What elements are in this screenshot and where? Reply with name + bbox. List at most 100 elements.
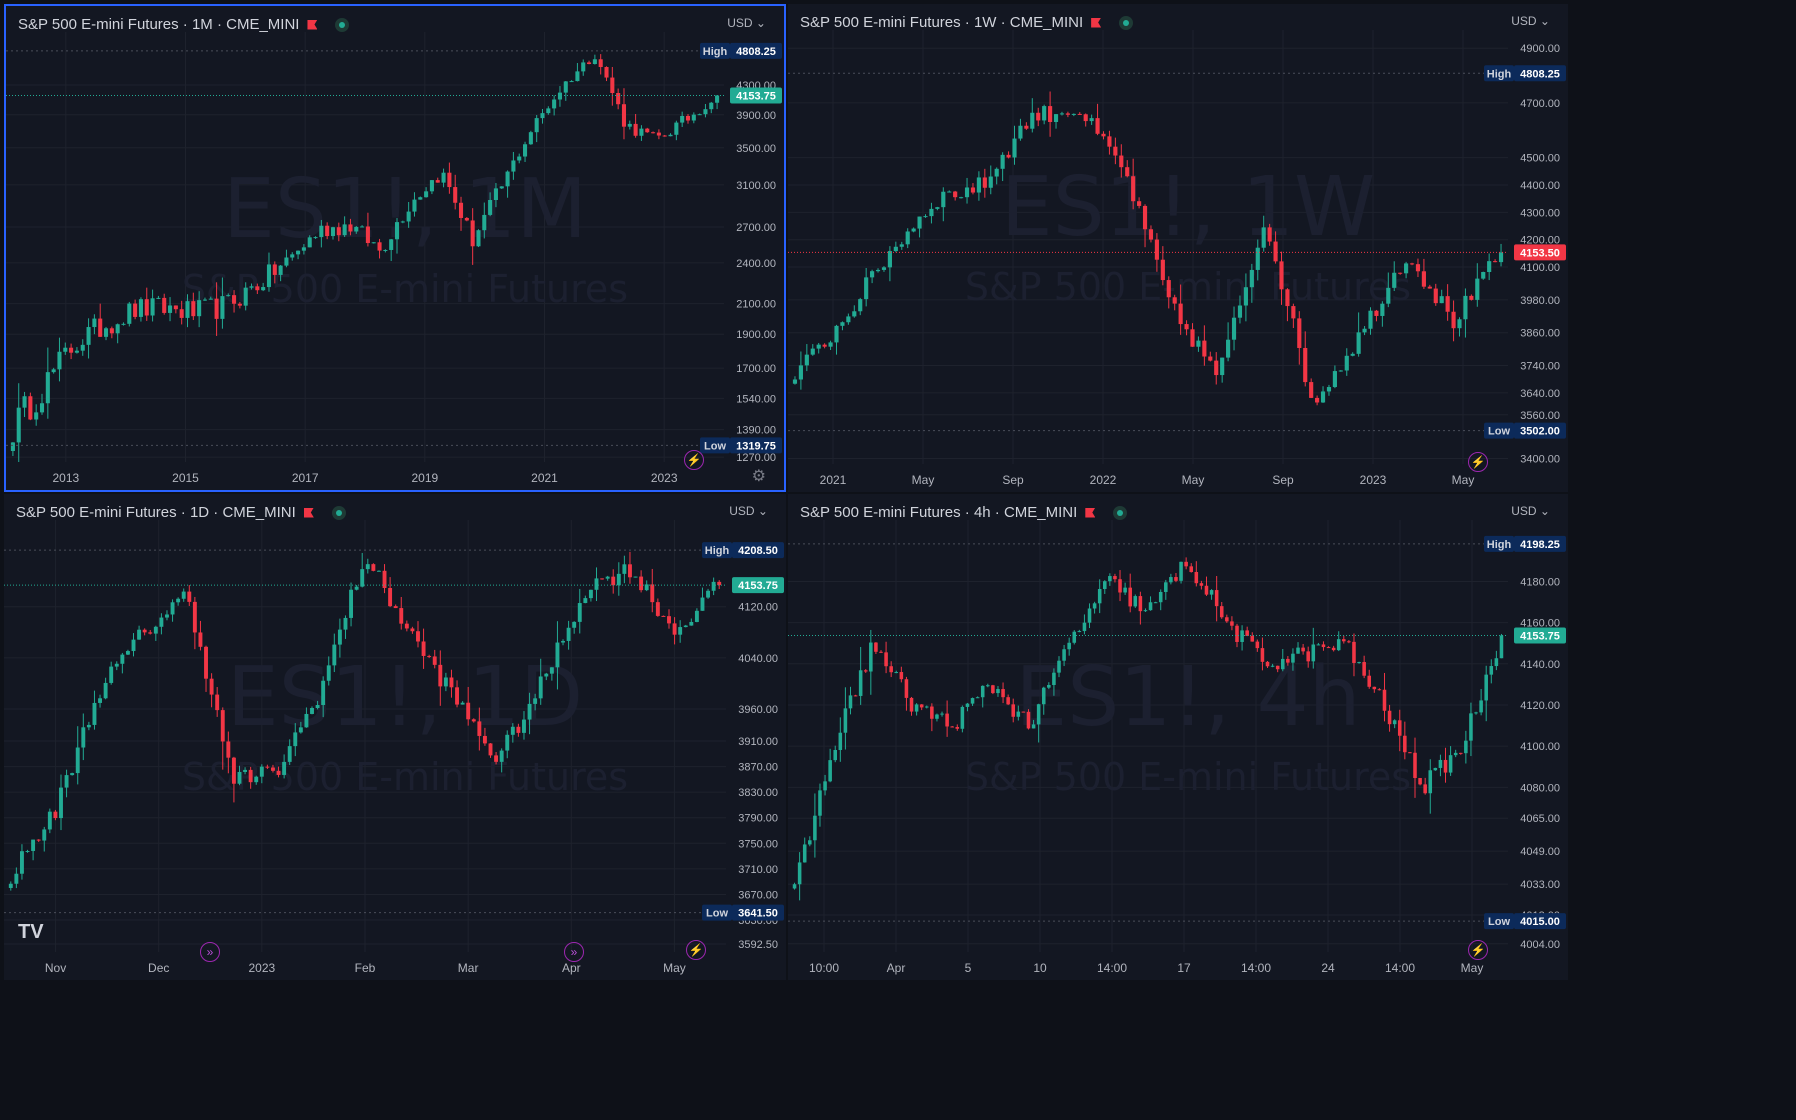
candle-body [904,679,909,698]
flag-icon[interactable] [307,19,318,30]
chart-pane-4h[interactable]: 4180.00 4160.00 4140.00 4120.00 4100.00 4080.… [788,494,1568,980]
chart-pane-daily[interactable]: 4120.00 4040.00 3960.00 3910.00 3870.00 3830.… [4,494,786,980]
candle-body [488,743,493,756]
symbol-title[interactable]: S&P 500 E-mini Futures · 1M · CME_MINI [18,16,300,33]
low-label: Low [706,908,728,920]
last-price-label: 4153.75 [1520,631,1560,643]
y-axis-tick-label: 4180.00 [1520,576,1560,588]
chart-canvas[interactable]: 4180.00 4160.00 4140.00 4120.00 4100.00 4080.… [788,494,1568,980]
currency-selector[interactable]: USD ⌄ [729,504,768,518]
candle-body [945,713,949,727]
symbol-title[interactable]: S&P 500 E-mini Futures · 4h · CME_MINI [800,504,1078,521]
y-axis-tick-label: 3560.00 [1520,410,1560,422]
x-axis-tick-label: 2017 [292,471,319,485]
candle-body [1457,319,1462,329]
low-value-label: 3502.00 [1520,426,1560,438]
candle-body [1226,339,1231,358]
candle-body [1285,289,1290,307]
candle-body [511,160,516,172]
candle-body [1362,662,1366,676]
candle-body [410,628,415,632]
symbol-title[interactable]: S&P 500 E-mini Futures · 1W · CME_MINI [800,14,1084,31]
candle-body [875,269,881,272]
candle-body [592,59,597,64]
replay-icon[interactable]: » [200,942,220,962]
bolt-icon[interactable]: ⚡ [1468,452,1488,472]
candle-body [1077,113,1082,115]
candle-body [383,249,388,251]
candle-body [254,776,259,783]
candle-body [834,325,839,343]
candle-body [1255,641,1260,649]
flag-icon[interactable] [1085,507,1096,518]
symbol-title[interactable]: S&P 500 E-mini Futures · 1D · CME_MINI [16,504,296,521]
bolt-icon[interactable]: ⚡ [684,450,704,470]
candle-body [204,646,208,679]
candle-body [70,773,75,776]
candle-body [1011,704,1016,717]
chart-canvas[interactable]: 4900.00 4700.00 4500.00 4400.00 4300.00 4200.… [788,4,1568,492]
flag-icon[interactable] [1091,17,1102,28]
candle-body [813,815,817,841]
candle-body [798,365,803,380]
y-axis-tick-label: 3670.00 [738,889,778,901]
y-axis-tick-label: 4100.00 [1520,262,1560,274]
chart-canvas[interactable]: 4300.003900.003500.003100.002700.002400.… [6,6,784,490]
candle-body [45,372,50,404]
candle-body [310,707,314,714]
candle-body [261,287,266,291]
candle-body [1279,261,1284,290]
chart-pane-monthly[interactable]: 4300.00 3900.00 3500.00 3100.00 2700.00 2400.… [4,4,786,492]
chart-pane-weekly[interactable]: 4900.00 4700.00 4500.00 4400.00 4300.00 4200.… [788,4,1568,492]
candle-body [476,230,481,247]
live-status-icon [1119,15,1134,30]
candle-body [717,581,722,586]
candle-body [404,623,409,629]
candle-body [1367,675,1372,687]
chart-canvas[interactable]: 4120.00 4040.00 3960.00 3910.00 3870.00 3830.… [4,494,786,980]
candle-body [858,670,863,696]
live-status-icon [331,505,346,520]
bolt-icon[interactable]: ⚡ [1468,940,1488,960]
candle-body [343,617,348,630]
replay-icon[interactable]: » [564,942,584,962]
candle-body [332,644,337,666]
candle-body [858,299,863,312]
flag-icon[interactable] [303,507,314,518]
bolt-icon[interactable]: ⚡ [686,940,706,960]
candle-body [313,237,318,239]
last-price-label: 4153.75 [736,91,776,103]
candle-body [894,672,899,674]
candle-body [412,199,417,212]
low-value-label-bg [732,904,784,921]
currency-selector[interactable]: USD ⌄ [727,16,766,30]
candle-body [1356,332,1361,354]
candle-body [98,698,102,703]
candle-body [976,177,981,193]
candle-body [477,721,482,736]
candle-body [988,176,993,188]
candle-body [621,104,627,127]
candle-body [1196,340,1201,347]
tradingview-logo[interactable]: TV [18,921,44,943]
candle-body [1006,697,1010,705]
candle-body [290,254,295,258]
candle-body [1301,647,1305,652]
candle-body [22,396,27,408]
x-axis-tick-label: 2021 [820,473,847,487]
candle-body [220,710,225,742]
candle-body [1387,710,1392,725]
currency-selector[interactable]: USD ⌄ [1511,504,1550,518]
settings-icon[interactable]: ⚙ [751,468,766,485]
candle-body [1031,724,1036,729]
candle-body [298,727,303,733]
currency-selector[interactable]: USD ⌄ [1511,14,1550,28]
candle-body [960,706,965,729]
candle-body [389,239,394,250]
candle-body [853,695,858,697]
candle-body [137,629,142,640]
candle-body [680,115,685,123]
candle-body [1250,635,1255,642]
chart-header: S&P 500 E-mini Futures · 1D · CME_MINI [16,504,346,521]
candle-body [1297,318,1302,348]
